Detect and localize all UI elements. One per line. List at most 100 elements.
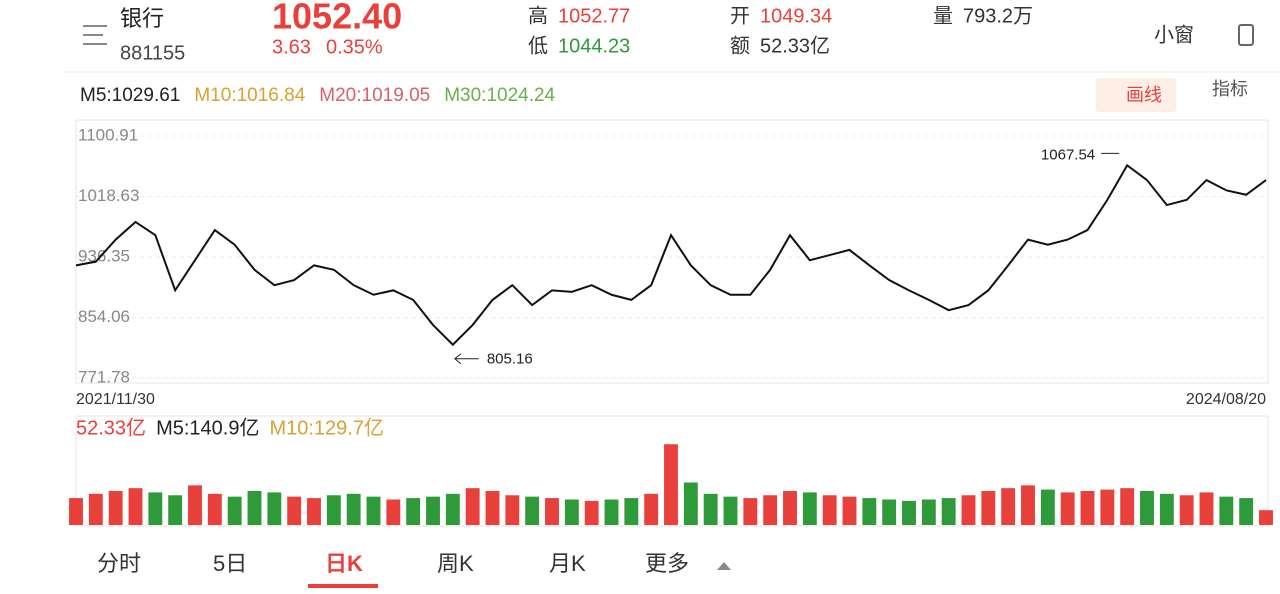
- volume-bar: [1199, 492, 1214, 525]
- price: 1052.40: [272, 0, 402, 37]
- price-line: [75, 163, 1267, 347]
- open-label: 开: [730, 5, 750, 27]
- ma-legend: M5:1029.61: [80, 85, 180, 106]
- volume-bar: [822, 495, 837, 525]
- amount: 52.33亿: [760, 34, 830, 57]
- indicator-label[interactable]: 指标: [1212, 79, 1248, 99]
- volume-bar: [465, 488, 480, 525]
- tab: 月K: [549, 551, 586, 576]
- volume-bar: [783, 491, 797, 525]
- price-frame: [75, 119, 1269, 384]
- volume-bar: [644, 493, 659, 525]
- volume-bar: [326, 495, 341, 525]
- ma-legend: M30:1024.24: [444, 85, 555, 106]
- volume-bar: [1100, 489, 1115, 525]
- volume-bar: [882, 499, 897, 525]
- volume-bar: [564, 499, 579, 525]
- change: 3.63: [272, 36, 311, 58]
- volume-bar: [128, 488, 143, 525]
- stock-name: 银行: [120, 6, 164, 31]
- volume-bar: [862, 498, 877, 525]
- volume-bar: [961, 495, 976, 525]
- volume-bar: [445, 493, 460, 525]
- volume-bar: [584, 500, 599, 525]
- volume-frame: [75, 415, 1269, 527]
- volume-bar: [743, 498, 758, 525]
- volume-bar: [366, 496, 381, 525]
- volume: 793.2万: [963, 5, 1033, 27]
- volume-bar: [188, 485, 202, 525]
- stock-code: 881155: [120, 42, 185, 64]
- volume-bar: [406, 498, 421, 525]
- tab-indicator: [308, 584, 378, 588]
- volume-bar: [921, 499, 936, 525]
- volume-legend: M5:140.9亿: [156, 416, 259, 439]
- volume-bar: [525, 496, 540, 525]
- tab: 分时: [97, 551, 141, 576]
- draw-button[interactable]: [1096, 78, 1176, 112]
- volume-bar: [763, 495, 778, 525]
- volume-bar: [69, 498, 83, 525]
- volume-bar: [1120, 488, 1135, 525]
- phone-icon[interactable]: [1238, 24, 1254, 46]
- max-label: 1067.54: [1041, 146, 1095, 163]
- volume-bar: [1021, 485, 1035, 525]
- volume-bar: [1219, 496, 1234, 525]
- ma-legend: M10:1016.84: [194, 85, 305, 106]
- volume-bar: [683, 482, 698, 525]
- volume-bar: [981, 491, 996, 525]
- volume-bar: [1239, 498, 1254, 525]
- min-label: 805.16: [487, 351, 533, 368]
- volume-bar: [1001, 488, 1016, 525]
- tab[interactable]: 日K: [325, 551, 363, 576]
- volume-bar: [664, 444, 678, 525]
- x-tick-label: 2024/08/20: [1186, 391, 1266, 408]
- mini-window[interactable]: 小窗: [1154, 23, 1194, 46]
- y-tick-label: 771.78: [78, 367, 130, 386]
- volume-bar: [1140, 491, 1154, 525]
- change-pct: 0.35%: [326, 36, 383, 58]
- volume-bar: [485, 491, 500, 525]
- volume-bar: [207, 493, 222, 525]
- volume-bar: [386, 499, 401, 525]
- volume-bar: [1040, 489, 1055, 525]
- volume-bar: [1080, 491, 1095, 525]
- volume-bar: [1179, 495, 1194, 525]
- high-label: 高: [528, 4, 548, 27]
- menu-icon[interactable]: [83, 25, 107, 45]
- volume-bar: [148, 492, 163, 525]
- low-label: 低: [528, 34, 548, 57]
- volume-bar: [108, 491, 123, 525]
- volume-label: 量: [933, 5, 953, 27]
- open: 1049.34: [760, 5, 832, 27]
- ma-legend: M20:1019.05: [319, 85, 430, 106]
- volume-bar: [1259, 510, 1273, 525]
- volume-bar: [227, 496, 242, 525]
- low: 1044.23: [558, 35, 630, 57]
- y-tick-label: 1100.91: [78, 125, 138, 144]
- volume-bar: [545, 498, 559, 525]
- volume-legend: M10:129.7亿: [269, 416, 384, 439]
- more-arrow: [717, 562, 731, 570]
- volume-bar: [604, 499, 619, 525]
- tab: 5日: [213, 551, 247, 576]
- volume-bar: [723, 496, 738, 525]
- volume-bar: [287, 496, 302, 525]
- y-tick-label: 854.06: [78, 307, 130, 326]
- y-tick-label: 936.35: [78, 246, 130, 265]
- volume-bar: [842, 496, 857, 525]
- volume-bar: [88, 493, 103, 525]
- volume-bar: [247, 491, 262, 525]
- volume-bar: [624, 498, 639, 525]
- high: 1052.77: [558, 5, 630, 27]
- volume-legend: 52.33亿: [76, 416, 146, 439]
- volume-bar: [1159, 493, 1174, 525]
- volume-bar: [802, 492, 817, 525]
- volume-bar: [505, 495, 520, 525]
- volume-bar: [1060, 492, 1075, 525]
- tab: 更多: [645, 551, 689, 576]
- volume-bar: [703, 493, 718, 525]
- x-tick-label: 2021/11/30: [76, 391, 155, 408]
